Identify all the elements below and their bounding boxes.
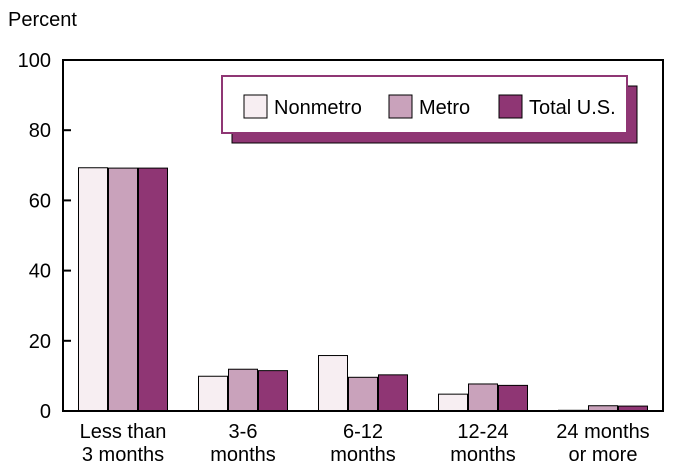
bar-metro <box>228 368 258 412</box>
x-tick-label: months <box>330 444 396 466</box>
legend-swatch <box>388 94 413 119</box>
x-tick-label: 3 months <box>82 444 164 466</box>
bar-nonmetro <box>318 355 348 412</box>
bar-metro <box>468 383 498 412</box>
legend-label: Metro <box>419 97 470 119</box>
legend: Nonmetro Metro Total U.S. <box>221 75 638 144</box>
x-tick-label: months <box>210 444 276 466</box>
x-tick-label: months <box>450 444 516 466</box>
x-tick-label: Less than <box>80 421 167 443</box>
y-tick-label: 60 <box>29 190 51 212</box>
bar-metro <box>108 167 138 412</box>
bars <box>78 167 648 412</box>
bar-nonmetro <box>78 167 108 412</box>
y-tick-label: 20 <box>29 331 51 353</box>
x-tick-label: 6-12 <box>343 421 383 443</box>
bar-total-u-s <box>258 370 288 412</box>
y-tick-label: 0 <box>40 401 51 423</box>
x-tick-label: or more <box>569 444 638 466</box>
bar-total-u-s <box>498 384 528 412</box>
x-tick-label: 3-6 <box>229 421 258 443</box>
y-tick-label: 80 <box>29 120 51 142</box>
y-tick-label: 40 <box>29 261 51 283</box>
bar-nonmetro <box>438 393 468 412</box>
legend-swatch <box>498 94 523 119</box>
y-tick-label: 100 <box>18 50 51 72</box>
bar-metro <box>348 376 378 412</box>
legend-label: Total U.S. <box>529 97 616 119</box>
bar-total-u-s <box>378 374 408 412</box>
y-axis-label: Percent <box>8 9 77 31</box>
legend-label: Nonmetro <box>274 97 362 119</box>
legend-box <box>221 75 628 134</box>
bar-nonmetro <box>198 375 228 412</box>
legend-swatch <box>243 94 268 119</box>
x-tick-label: 12-24 <box>457 421 508 443</box>
x-tick-label: 24 months <box>556 421 649 443</box>
plot-frame <box>62 59 664 412</box>
bar-total-u-s <box>138 167 168 412</box>
